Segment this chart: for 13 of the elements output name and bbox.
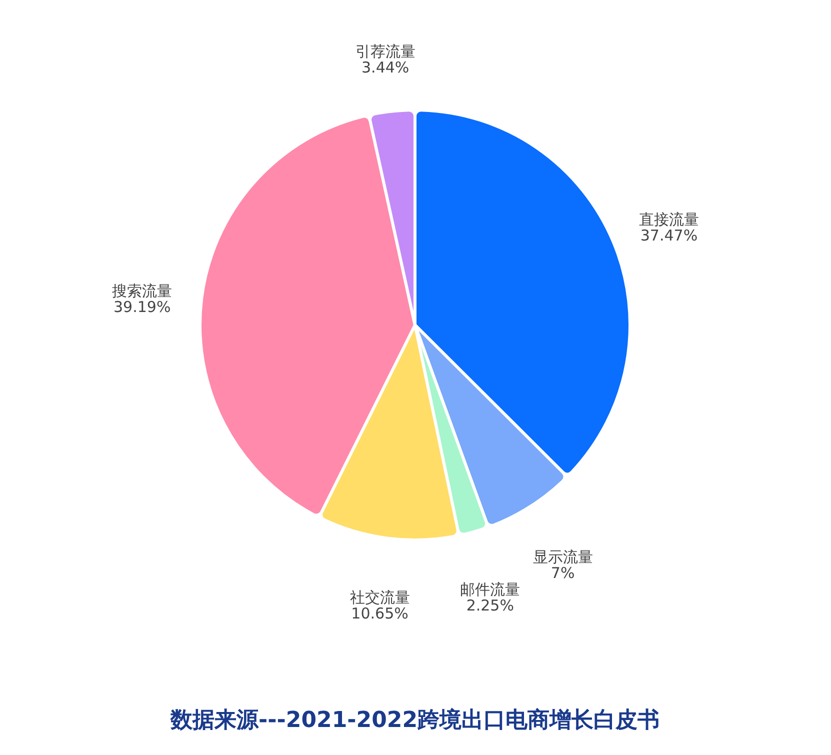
slice-label: 邮件流量 [460,580,520,599]
slice-label: 直接流量 [638,210,699,229]
slice-label: 社交流量 [350,588,410,607]
data-label: 37.47% [640,226,698,245]
slice-label: 搜索流量 [112,282,172,300]
data-label: 2.25% [466,596,514,615]
data-label: 10.65% [351,604,408,623]
slice-label: 引荐流量 [355,42,416,61]
data-label: 39.19% [113,298,171,316]
source-note: 数据来源---2021-2022跨境出口电商增长白皮书 [170,707,660,733]
slice-label: 显示流量 [532,548,593,566]
data-label: 7% [550,564,575,582]
data-label: 3.44% [362,58,410,77]
